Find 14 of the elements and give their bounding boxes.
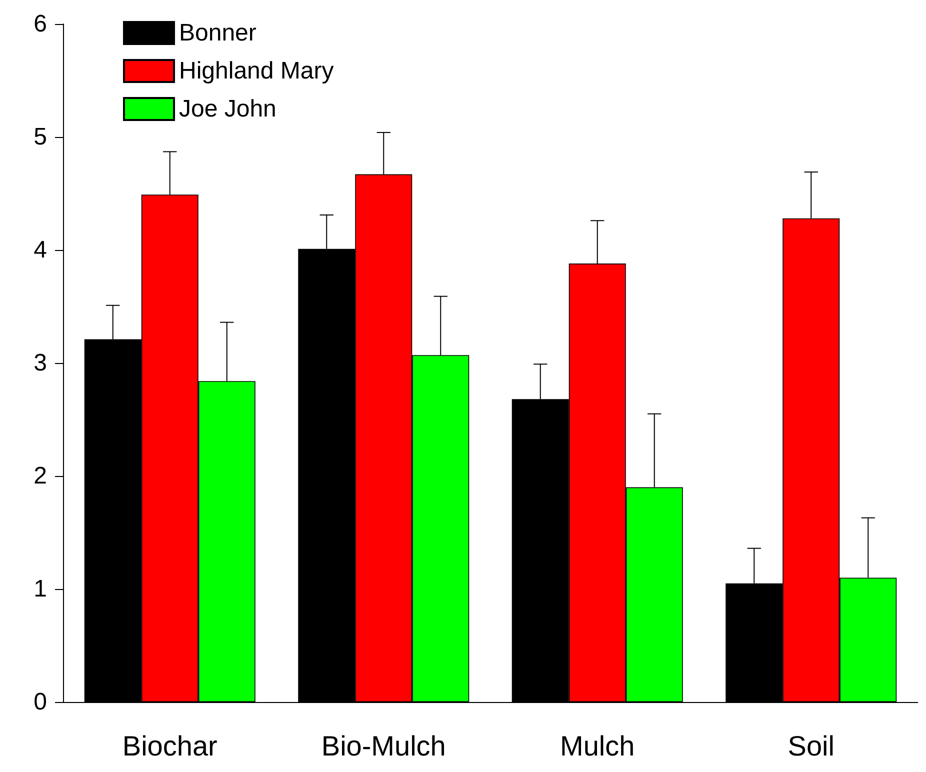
x-tick-label: Bio-Mulch xyxy=(321,730,446,762)
y-tick-label: 2 xyxy=(34,462,47,490)
y-tick-label: 5 xyxy=(34,124,47,150)
legend-label: Joe John xyxy=(179,96,276,122)
x-tick-label: Soil xyxy=(788,730,834,762)
y-tick-label: 4 xyxy=(34,236,47,264)
y-tick-label: 1 xyxy=(34,576,47,602)
legend-label: Bonner xyxy=(179,20,256,46)
x-tick-label: Mulch xyxy=(560,730,635,762)
y-tick-label: 3 xyxy=(34,350,47,376)
y-tick-label: 6 xyxy=(34,10,47,38)
legend-label: Highland Mary xyxy=(179,58,334,84)
x-tick-label: Biochar xyxy=(122,730,218,762)
y-tick-label: 0 xyxy=(34,688,47,716)
